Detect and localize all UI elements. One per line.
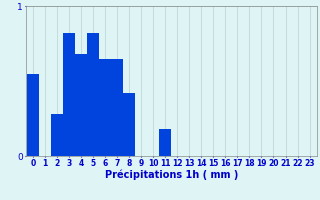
Bar <box>99 58 111 156</box>
Bar <box>75 54 87 156</box>
Bar <box>159 129 171 156</box>
Bar <box>63 33 75 156</box>
X-axis label: Précipitations 1h ( mm ): Précipitations 1h ( mm ) <box>105 169 238 180</box>
Bar <box>51 114 63 156</box>
Bar <box>123 93 135 156</box>
Bar <box>87 33 99 156</box>
Bar <box>27 73 39 156</box>
Bar <box>111 58 123 156</box>
